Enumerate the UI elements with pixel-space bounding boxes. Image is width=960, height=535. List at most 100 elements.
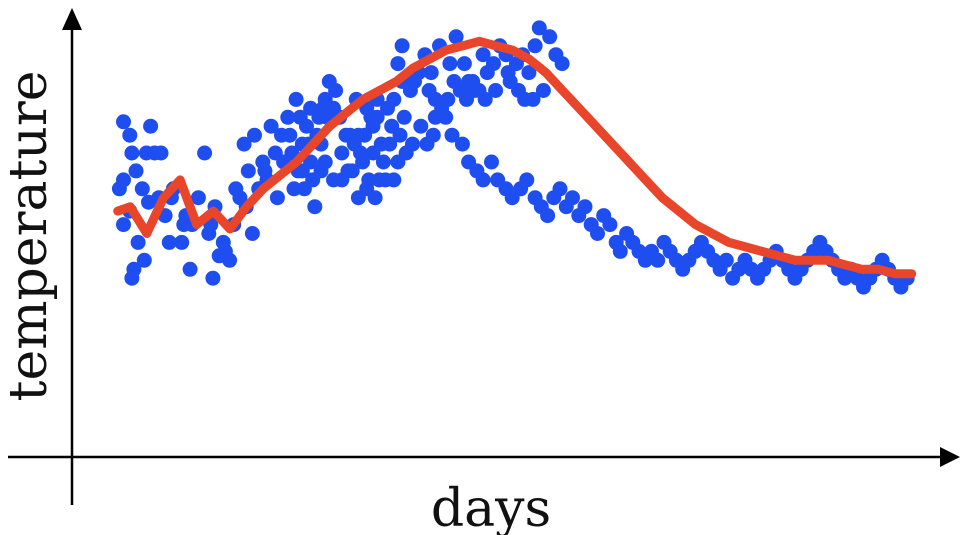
- data-point: [392, 127, 408, 143]
- y-axis-arrowhead: [62, 8, 82, 30]
- data-point: [116, 114, 131, 130]
- data-point: [382, 136, 398, 152]
- data-point: [602, 217, 618, 233]
- x-axis-label: days: [431, 479, 551, 535]
- data-point: [590, 226, 605, 241]
- data-point: [263, 118, 279, 134]
- data-point: [527, 38, 543, 54]
- data-point: [650, 252, 666, 268]
- data-point: [134, 181, 150, 197]
- data-point: [153, 145, 169, 161]
- data-point: [303, 100, 319, 116]
- data-point: [317, 154, 333, 170]
- data-point: [577, 199, 593, 215]
- data-point: [292, 109, 308, 125]
- data-point: [554, 56, 570, 72]
- data-point: [236, 136, 252, 152]
- data-point: [427, 109, 443, 125]
- data-point: [442, 56, 458, 72]
- data-point: [475, 47, 491, 63]
- data-point: [612, 243, 628, 259]
- scatter-points-layer: [111, 20, 915, 295]
- y-axis-label: temperature: [0, 71, 59, 402]
- data-point: [244, 226, 260, 241]
- data-point: [369, 109, 385, 125]
- data-point: [390, 154, 406, 170]
- data-point: [488, 83, 504, 98]
- data-point: [565, 190, 580, 206]
- data-point: [375, 154, 391, 170]
- data-point: [444, 127, 460, 143]
- data-point: [334, 145, 350, 161]
- data-point: [111, 181, 127, 197]
- data-point: [486, 56, 501, 72]
- data-point: [247, 127, 262, 143]
- data-point: [427, 91, 443, 107]
- data-point: [511, 83, 526, 98]
- data-point: [321, 74, 337, 89]
- data-point: [124, 145, 140, 161]
- data-point: [521, 65, 537, 81]
- data-point: [288, 91, 304, 107]
- data-point: [280, 109, 296, 125]
- data-point: [228, 181, 244, 197]
- data-point: [128, 163, 144, 179]
- data-point: [338, 127, 354, 143]
- data-point: [122, 127, 138, 143]
- data-point: [423, 65, 439, 81]
- y-axis: [62, 8, 82, 505]
- data-point: [465, 74, 481, 89]
- data-point: [438, 109, 454, 125]
- data-point: [484, 154, 499, 170]
- data-point: [394, 38, 410, 54]
- data-point: [286, 181, 302, 197]
- data-point: [475, 172, 491, 188]
- data-point: [454, 136, 470, 152]
- data-point: [446, 74, 462, 89]
- data-point: [448, 29, 464, 45]
- data-point: [396, 109, 412, 125]
- data-point: [116, 217, 131, 233]
- data-point: [419, 136, 435, 152]
- data-point: [303, 154, 319, 170]
- data-point: [386, 91, 402, 107]
- data-point: [519, 172, 535, 188]
- data-point: [190, 190, 206, 206]
- data-point: [130, 234, 146, 250]
- data-point: [531, 20, 547, 36]
- data-point: [542, 29, 558, 45]
- data-point: [552, 181, 568, 197]
- data-point: [371, 172, 387, 188]
- data-point: [456, 56, 472, 72]
- data-point: [161, 234, 177, 250]
- data-point: [386, 172, 402, 188]
- data-point: [365, 145, 381, 161]
- data-point: [413, 118, 429, 134]
- data-point: [355, 154, 371, 170]
- data-point: [307, 199, 323, 215]
- data-point: [143, 118, 159, 134]
- data-point: [274, 127, 289, 143]
- data-point: [500, 65, 516, 81]
- data-point: [197, 145, 213, 161]
- smoothed-curve: [113, 36, 917, 279]
- data-point: [269, 190, 285, 206]
- x-axis: [8, 447, 960, 467]
- data-point: [350, 127, 366, 143]
- data-point: [340, 163, 356, 179]
- data-point: [402, 83, 418, 98]
- data-point: [240, 163, 256, 179]
- data-point: [174, 234, 190, 250]
- x-axis-arrowhead: [940, 447, 960, 467]
- data-point: [205, 270, 221, 286]
- data-point: [182, 261, 198, 277]
- data-point: [136, 252, 152, 268]
- data-point: [124, 270, 140, 286]
- data-point: [317, 91, 333, 107]
- data-point: [535, 83, 551, 98]
- data-point: [350, 190, 366, 206]
- data-point: [718, 252, 734, 268]
- data-point: [255, 154, 271, 170]
- data-point: [390, 56, 406, 72]
